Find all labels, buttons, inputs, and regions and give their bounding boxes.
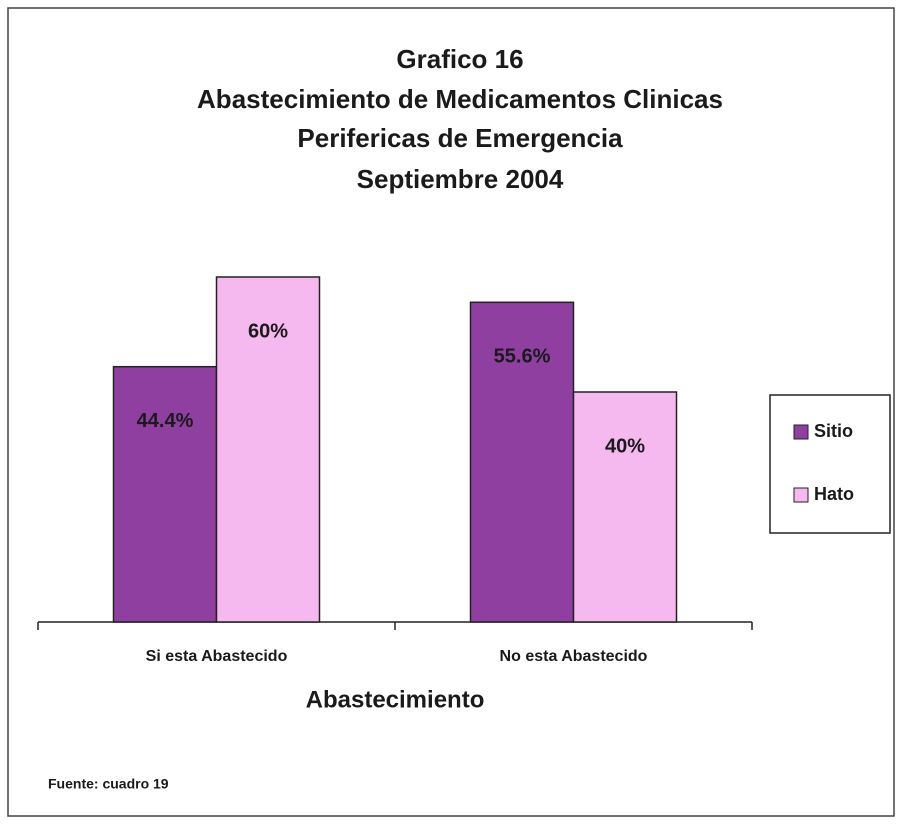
- bar: [469, 301, 575, 623]
- value-label: 60%: [248, 320, 288, 342]
- legend-box: [769, 394, 891, 534]
- value-label: 55.6%: [494, 346, 551, 368]
- bar: [215, 276, 321, 623]
- bar: [112, 365, 218, 623]
- legend-swatch: [793, 487, 809, 503]
- x-tick-label: Si esta Abastecido: [146, 648, 288, 665]
- x-tick-label: No esta Abastecido: [500, 648, 648, 665]
- legend-swatch: [793, 424, 809, 440]
- chart-title: Grafico 16: [396, 44, 523, 74]
- chart-title: Abastecimiento de Medicamentos Clinicas: [197, 84, 723, 114]
- frame: [7, 7, 895, 817]
- legend-label: Sitio: [814, 421, 853, 441]
- x-axis-label: Abastecimiento: [306, 686, 485, 713]
- value-label: 40%: [605, 435, 645, 457]
- chart-title: Septiembre 2004: [357, 164, 564, 194]
- bar: [572, 391, 678, 623]
- legend-label: Hato: [814, 484, 854, 504]
- value-label: 44.4%: [137, 410, 194, 432]
- note: Fuente: cuadro 19: [48, 776, 169, 792]
- chart-title: Perifericas de Emergencia: [297, 123, 623, 153]
